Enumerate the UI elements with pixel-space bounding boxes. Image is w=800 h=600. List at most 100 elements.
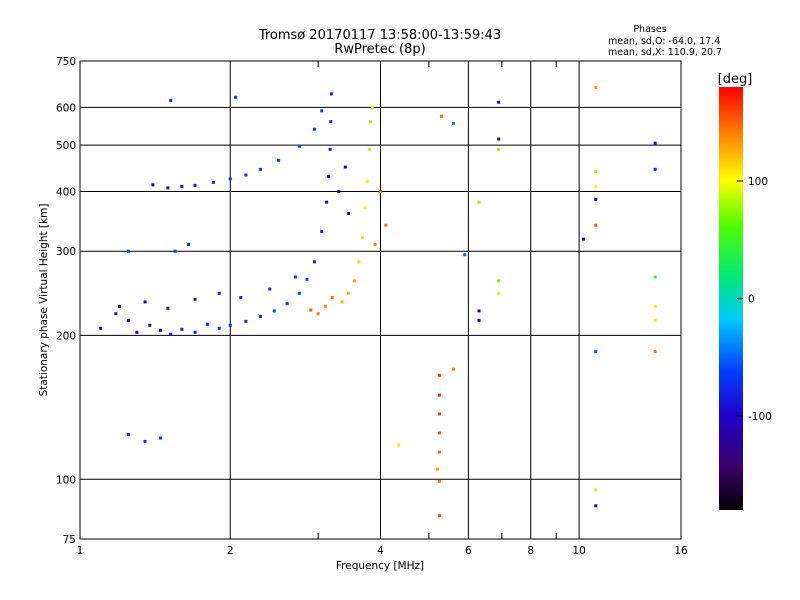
phase-echo-point (357, 260, 361, 264)
phase-echo-point (369, 120, 373, 124)
y-tick-label: 500 (56, 140, 76, 152)
y-tick-label: 300 (56, 246, 76, 258)
phase-echo-point (337, 189, 341, 193)
phase-echo-point (259, 315, 263, 319)
phase-echo-point (367, 147, 371, 151)
phase-echo-point (363, 206, 367, 210)
colorbar-tick-label: 0 (748, 294, 755, 306)
phase-echo-point (272, 309, 276, 313)
phase-echo-point (259, 167, 263, 171)
phase-echo-point (437, 412, 441, 416)
phase-echo-point (169, 99, 173, 103)
phase-echo-point (340, 300, 344, 304)
colorbar-tick-labels: 100 0 -100 (737, 176, 772, 423)
y-tick-label: 75 (63, 534, 76, 546)
phase-echo-point (285, 302, 289, 306)
phase-echo-point (99, 326, 103, 330)
phase-echo-point (653, 141, 657, 145)
phase-echo-point (193, 330, 197, 334)
phase-echo-point (159, 328, 163, 332)
phases-header: Phases (633, 24, 666, 35)
phase-echo-point (594, 504, 598, 508)
phase-echo-point (594, 170, 598, 174)
phase-echo-point (187, 242, 191, 246)
phase-echo-point (435, 467, 439, 471)
phase-echo-point (205, 322, 209, 326)
chart-title-line-1: Tromsø 20170117 13:58:00-13:59:43 (258, 28, 501, 43)
phase-echo-point (151, 183, 155, 187)
phase-echo-point (477, 200, 481, 204)
phase-echo-point (346, 291, 350, 295)
phases-x-stats: mean, sd,X: 110.9, 20.7 (608, 47, 722, 58)
phase-echo-point (594, 86, 598, 90)
phase-echo-point (193, 297, 197, 301)
phase-echo-point (312, 260, 316, 264)
phase-echo-point (159, 436, 163, 440)
x-tick-label: 6 (465, 545, 472, 557)
phase-echo-point (297, 291, 301, 295)
phase-echo-point (166, 306, 170, 310)
phase-echo-point (329, 92, 333, 96)
phase-echo-point (316, 312, 320, 316)
phase-echo-point (297, 144, 301, 148)
phase-echo-point (497, 147, 501, 151)
phase-echo-point (244, 173, 248, 177)
phase-echo-point (594, 488, 598, 492)
phase-echo-point (463, 253, 467, 257)
phase-echo-point (118, 304, 122, 308)
phase-echo-point (653, 350, 657, 354)
colorbar-tick-label: -100 (748, 411, 772, 423)
scatter-points (99, 86, 657, 517)
colorbar-label: [deg] (718, 72, 753, 87)
colorbar-tick-label: 100 (748, 176, 768, 188)
phase-echo-point (330, 296, 334, 300)
phase-echo-point (440, 114, 444, 118)
phase-echo-point (653, 167, 657, 171)
phase-echo-point (143, 439, 147, 443)
grid-lines (80, 61, 681, 539)
phase-echo-point (437, 479, 441, 483)
phase-echo-point (477, 318, 481, 322)
phase-echo-point (497, 100, 501, 104)
phase-echo-point (126, 318, 130, 322)
phase-echo-point (148, 323, 152, 327)
phase-echo-point (173, 249, 177, 253)
phase-echo-point (581, 237, 585, 241)
phase-echo-point (497, 291, 501, 295)
phase-echo-point (217, 291, 221, 295)
phase-echo-point (497, 137, 501, 141)
phase-echo-point (277, 158, 281, 162)
phase-echo-point (360, 236, 364, 240)
phase-echo-point (312, 127, 316, 131)
phase-echo-point (343, 165, 347, 169)
phase-echo-point (653, 318, 657, 322)
chart-title-line-2: RwPretec (8p) (334, 42, 425, 57)
phase-echo-point (268, 287, 272, 291)
phase-echo-point (143, 300, 147, 304)
phase-echo-point (293, 275, 297, 279)
phase-echo-point (234, 95, 238, 99)
phase-echo-point (365, 179, 369, 183)
x-tick-labels: 1 2 4 6 8 10 16 (77, 545, 688, 557)
phase-echo-point (594, 350, 598, 354)
phase-echo-point (370, 105, 374, 109)
phase-echo-point (126, 433, 130, 437)
phase-echo-point (180, 184, 184, 188)
x-tick-label: 4 (377, 545, 384, 557)
phase-echo-point (594, 184, 598, 188)
phase-echo-point (329, 120, 333, 124)
y-axis-label: Stationary phase Virtual Height [km] (38, 204, 50, 397)
phase-echo-point (244, 319, 248, 323)
phase-echo-point (193, 183, 197, 187)
phase-echo-point (228, 177, 232, 181)
phase-echo-point (323, 304, 327, 308)
phase-echo-point (346, 211, 350, 215)
x-tick-label: 10 (572, 545, 585, 557)
phase-echo-point (169, 332, 173, 336)
phase-echo-point (166, 186, 170, 190)
phase-echo-point (437, 431, 441, 435)
phase-echo-point (397, 443, 401, 447)
phase-echo-point (328, 147, 332, 151)
x-tick-label: 8 (527, 545, 534, 557)
phase-echo-point (217, 326, 221, 330)
